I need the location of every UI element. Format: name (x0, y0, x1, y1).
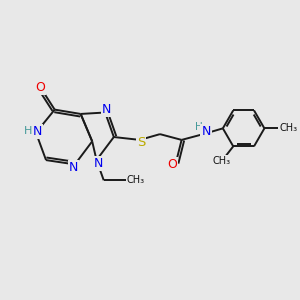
Text: N: N (69, 161, 78, 174)
Text: O: O (35, 82, 45, 94)
Text: CH₃: CH₃ (279, 123, 297, 134)
Text: H: H (24, 126, 32, 136)
Text: N: N (201, 125, 211, 138)
Text: CH₃: CH₃ (213, 156, 231, 166)
Text: N: N (93, 157, 103, 170)
Text: N: N (33, 125, 42, 138)
Text: N: N (102, 103, 111, 116)
Text: S: S (137, 136, 146, 149)
Text: CH₃: CH₃ (127, 175, 145, 185)
Text: H: H (195, 122, 203, 132)
Text: O: O (167, 158, 177, 171)
